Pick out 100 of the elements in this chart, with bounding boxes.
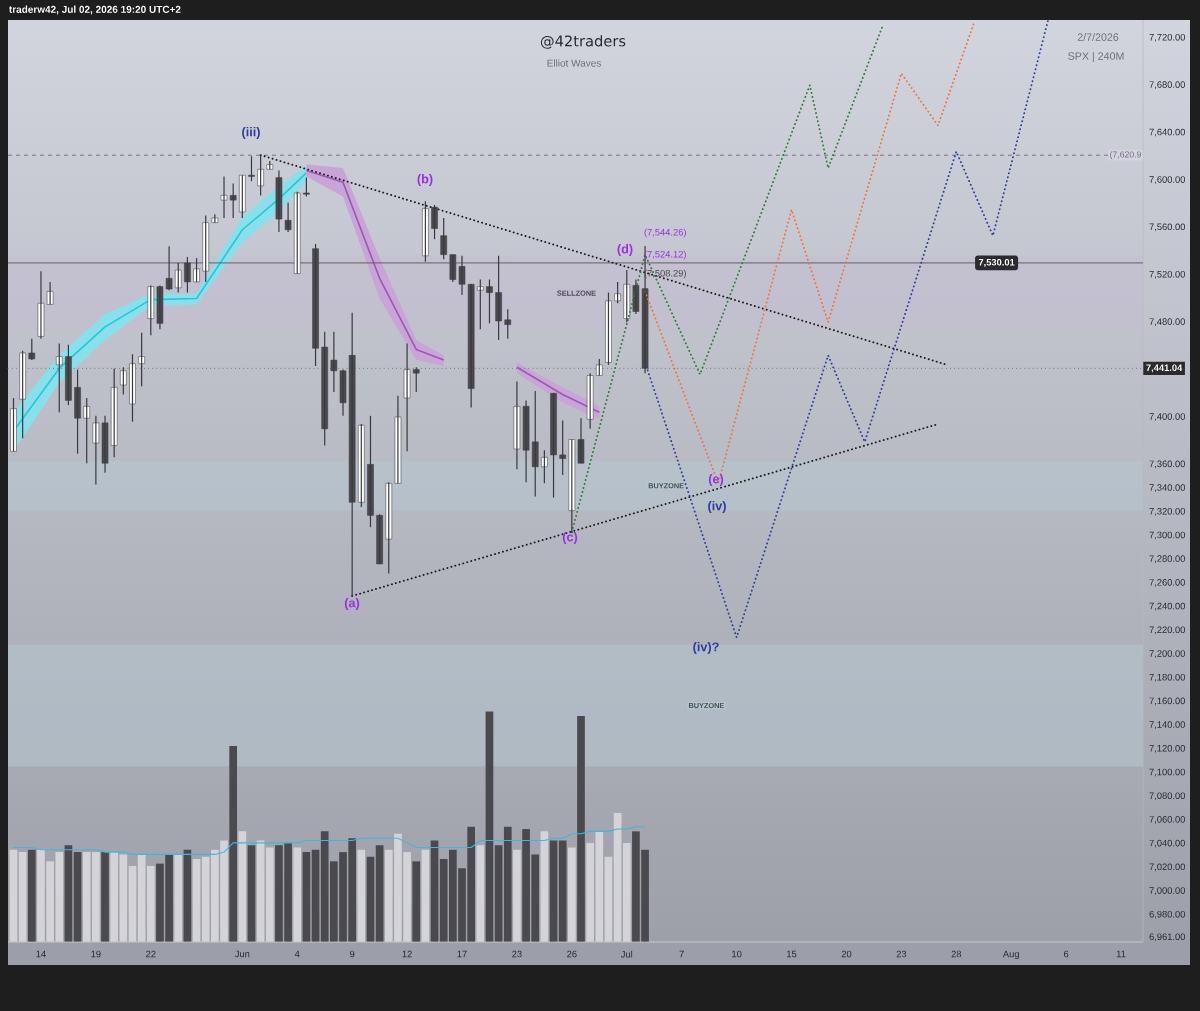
- y-tick-label: 7,560.00: [1149, 223, 1186, 232]
- candlestick: [550, 392, 557, 499]
- candlestick: [303, 177, 310, 198]
- bar: [27, 849, 36, 942]
- candlestick: [559, 419, 566, 476]
- bar: [577, 716, 585, 942]
- bar: [128, 865, 137, 942]
- candlestick: [376, 513, 383, 565]
- candlestick: [147, 284, 155, 336]
- x-tick-label: Jun: [234, 950, 250, 958]
- bar: [357, 849, 366, 942]
- x-tick-label: 10: [732, 950, 742, 958]
- candlestick: [293, 191, 301, 275]
- candlestick: [184, 256, 191, 294]
- line-series: [644, 20, 976, 485]
- bar: [622, 842, 631, 942]
- y-tick-label: 7,220.00: [1149, 626, 1186, 635]
- bar: [247, 845, 256, 942]
- bar: [265, 847, 274, 942]
- candlestick: [531, 390, 539, 497]
- x-tick-label: 19: [91, 950, 101, 958]
- candlestick: [174, 262, 182, 294]
- bar: [238, 831, 247, 942]
- y-tick-label: 7,160.00: [1149, 697, 1186, 706]
- candlestick: [275, 169, 283, 233]
- candlestick: [257, 154, 264, 196]
- x-tick-label: 23: [896, 950, 907, 958]
- bar: [549, 840, 558, 942]
- candlestick: [385, 481, 393, 575]
- candlestick: [586, 372, 594, 430]
- y-tick-label: 7,480.00: [1149, 318, 1186, 327]
- bar: [302, 852, 311, 942]
- y-tick-label: 7,100.00: [1149, 768, 1186, 777]
- annotation: (e): [708, 474, 724, 486]
- y-tick-label: 7,140.00: [1149, 721, 1186, 729]
- candlestick: [367, 415, 374, 528]
- candlestick: [19, 350, 26, 439]
- annotation: SPX | 240M: [1068, 51, 1124, 62]
- bar: [485, 711, 494, 942]
- candlestick: [403, 342, 411, 452]
- x-tick-label: 15: [787, 950, 797, 958]
- y-tick-label: 7,240.00: [1149, 602, 1186, 611]
- candlestick: [248, 155, 255, 182]
- candlestick: [120, 366, 127, 396]
- bar: [421, 849, 430, 942]
- text: traderw42, Jul 02, 2026 19:20 UTC+2: [9, 5, 181, 15]
- x-tick-label: 9: [350, 950, 355, 958]
- candlestick: [202, 214, 209, 283]
- bar: [366, 856, 375, 942]
- bar: [375, 845, 384, 942]
- y-tick-label: 7,080.00: [1149, 792, 1186, 801]
- candlestick: [193, 257, 200, 283]
- bar: [174, 854, 183, 942]
- annotation: (a): [344, 598, 360, 610]
- y-tick-label: 7,340.00: [1149, 484, 1186, 492]
- y-tick-label: 7,060.00: [1149, 816, 1186, 824]
- bar: [494, 845, 503, 942]
- ref-line-label: (7,620.9: [1110, 151, 1141, 160]
- line-series: [644, 20, 1049, 639]
- y-tick-label: 7,720.00: [1149, 33, 1186, 42]
- y-tick-label: 7,680.00: [1149, 81, 1186, 90]
- candlestick: [229, 182, 237, 219]
- candlestick: [440, 217, 447, 260]
- y-tick-label: 7,320.00: [1149, 507, 1186, 516]
- bar: [558, 840, 567, 942]
- candlestick: [284, 201, 292, 233]
- candlestick: [211, 213, 219, 224]
- bar: [293, 847, 302, 942]
- bar: [18, 852, 27, 942]
- candlestick: [614, 281, 621, 304]
- candlestick: [83, 397, 91, 464]
- text: @42traders: [540, 35, 626, 49]
- y-tick-label: 7,040.00: [1149, 839, 1186, 848]
- bar: [503, 826, 512, 942]
- annotation: 2/7/2026: [1077, 33, 1119, 41]
- candlestick: [412, 366, 420, 393]
- candlestick: [422, 200, 429, 263]
- y-tick-label: 7,020.00: [1149, 863, 1186, 872]
- candlestick: [28, 338, 36, 361]
- annotation: (c): [562, 532, 578, 544]
- candlestick: [10, 397, 17, 452]
- bar: [101, 852, 109, 942]
- text: Elliot Waves: [547, 59, 601, 67]
- candlestick: [55, 342, 63, 413]
- x-tick-label: 17: [457, 950, 467, 958]
- y-tick-label: 7,000.00: [1149, 887, 1186, 895]
- candlestick: [495, 255, 502, 341]
- bar: [73, 852, 82, 942]
- bar: [540, 831, 549, 942]
- annotation: (d): [617, 244, 633, 256]
- y-tick-label: 7,520.00: [1149, 270, 1186, 279]
- candlestick: [220, 175, 228, 219]
- candlestick: [394, 395, 402, 484]
- ref-line-label: 7,530.01: [978, 258, 1015, 267]
- candlestick: [138, 332, 145, 387]
- bar: [604, 856, 613, 942]
- y-tick-label: 7,260.00: [1149, 579, 1186, 587]
- candlestick: [239, 174, 246, 219]
- bar: [146, 865, 155, 942]
- y-tick-label: 7,180.00: [1149, 673, 1186, 682]
